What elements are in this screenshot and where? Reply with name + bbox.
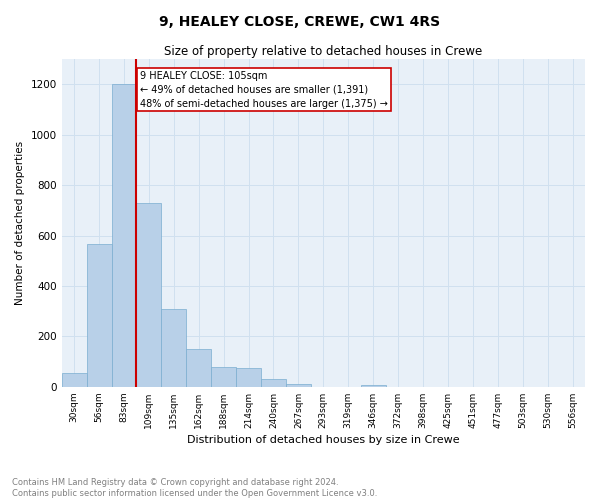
- Bar: [286, 384, 311, 387]
- Text: Contains HM Land Registry data © Crown copyright and database right 2024.
Contai: Contains HM Land Registry data © Crown c…: [12, 478, 377, 498]
- X-axis label: Distribution of detached houses by size in Crewe: Distribution of detached houses by size …: [187, 435, 460, 445]
- Bar: [211, 366, 236, 387]
- Bar: [261, 380, 286, 387]
- Y-axis label: Number of detached properties: Number of detached properties: [15, 141, 25, 305]
- Bar: [136, 203, 161, 387]
- Text: 9 HEALEY CLOSE: 105sqm
← 49% of detached houses are smaller (1,391)
48% of semi-: 9 HEALEY CLOSE: 105sqm ← 49% of detached…: [140, 70, 388, 108]
- Text: 9, HEALEY CLOSE, CREWE, CW1 4RS: 9, HEALEY CLOSE, CREWE, CW1 4RS: [160, 15, 440, 29]
- Bar: [361, 385, 386, 387]
- Bar: [236, 368, 261, 387]
- Bar: [161, 308, 186, 387]
- Bar: [112, 84, 136, 387]
- Bar: [62, 373, 86, 387]
- Bar: [186, 349, 211, 387]
- Bar: [86, 244, 112, 387]
- Title: Size of property relative to detached houses in Crewe: Size of property relative to detached ho…: [164, 45, 482, 58]
